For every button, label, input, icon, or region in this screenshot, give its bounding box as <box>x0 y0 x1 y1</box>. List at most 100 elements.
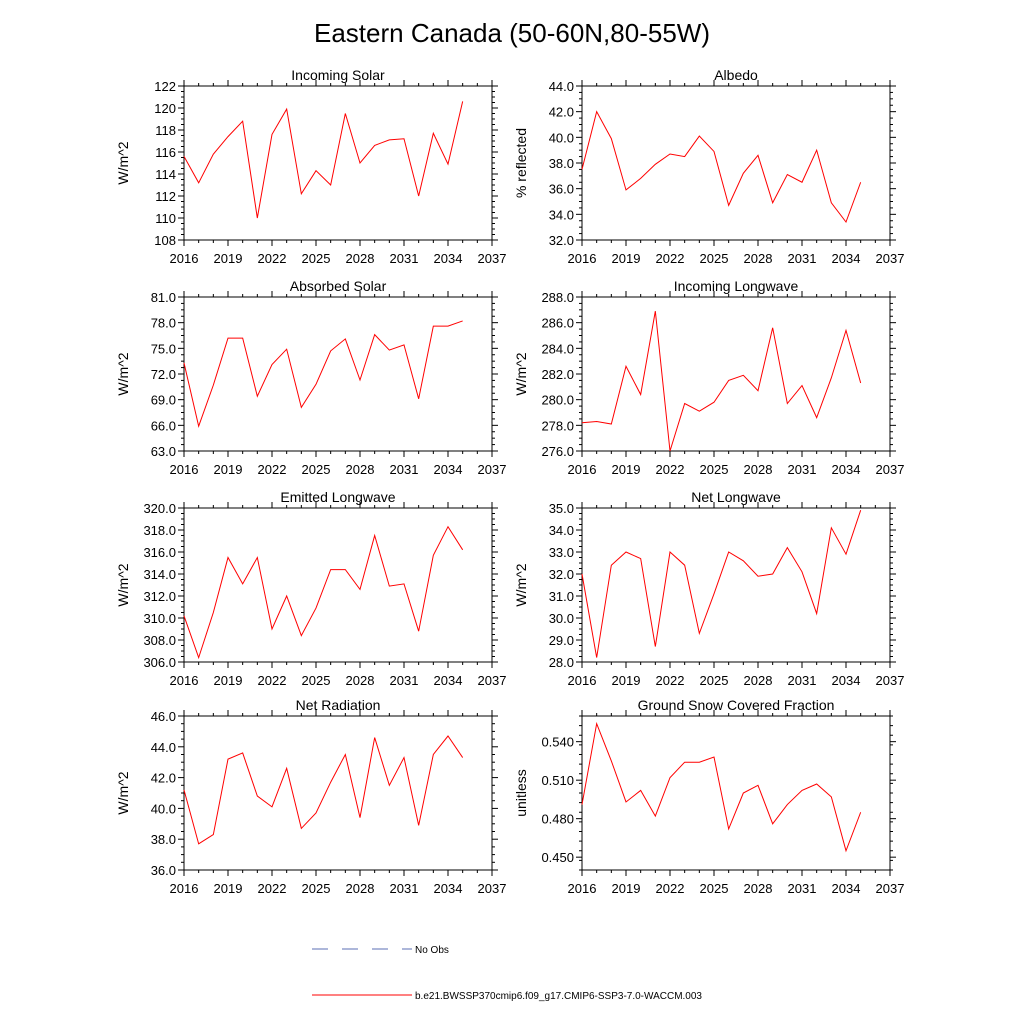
y-tick-label: 44.0 <box>151 740 176 755</box>
y-tick-label: 314.0 <box>143 567 176 582</box>
y-tick-label: 318.0 <box>143 523 176 538</box>
y-tick-label: 72.0 <box>151 367 176 382</box>
x-tick-label: 2022 <box>258 251 287 266</box>
series-line-incoming-solar <box>183 101 464 219</box>
y-tick-label: 40.0 <box>151 801 176 816</box>
y-tick-label: 66.0 <box>151 418 176 433</box>
x-tick-label: 2034 <box>832 881 861 896</box>
panel-title: Absorbed Solar <box>290 278 387 294</box>
y-tick-label: 110 <box>155 211 176 226</box>
series-line-absorbed-solar <box>183 320 463 428</box>
y-tick-label: 114 <box>155 167 176 182</box>
y-tick-label: 286.0 <box>541 316 574 331</box>
x-tick-label: 2034 <box>434 251 463 266</box>
plot-frame <box>581 507 891 663</box>
panel-title: Incoming Solar <box>291 67 385 83</box>
x-tick-label: 2019 <box>214 881 243 896</box>
x-tick-label: 2028 <box>346 251 375 266</box>
figure-title: Eastern Canada (50-60N,80-55W) <box>314 18 710 48</box>
x-tick-label: 2031 <box>788 881 817 896</box>
x-tick-label: 2037 <box>478 881 507 896</box>
x-tick-label: 2025 <box>302 673 331 688</box>
x-tick-label: 2019 <box>612 881 641 896</box>
y-tick-label: 284.0 <box>541 341 574 356</box>
y-tick-label: 120 <box>154 101 176 116</box>
y-tick-label: 306.0 <box>143 655 176 670</box>
y-tick-label: 35.0 <box>549 501 574 516</box>
series-line-net-longwave <box>581 510 862 658</box>
panel-title: Incoming Longwave <box>674 278 799 294</box>
x-tick-label: 2019 <box>612 251 641 266</box>
y-tick-label: 32.0 <box>549 567 574 582</box>
x-tick-label: 2028 <box>744 462 773 477</box>
plot-frame <box>183 85 493 241</box>
x-tick-label: 2031 <box>788 673 817 688</box>
y-tick-label: 38.0 <box>549 156 574 171</box>
series-line-albedo <box>581 110 862 224</box>
series-line-ground-snow-covered-fraction <box>581 721 862 853</box>
y-tick-label: 34.0 <box>549 207 574 222</box>
x-tick-label: 2034 <box>434 881 463 896</box>
y-tick-label: 320.0 <box>143 501 176 516</box>
x-tick-label: 2028 <box>744 673 773 688</box>
y-axis-label: W/m^2 <box>513 352 529 395</box>
panel-title: Albedo <box>714 67 758 83</box>
panel-emitted-longwave: Emitted Longwave W/m^2 2016 2019 2022 2025 202… <box>115 489 506 688</box>
y-axis-label: % reflected <box>513 128 529 198</box>
x-tick-label: 2016 <box>170 251 199 266</box>
legend-no-obs-label: No Obs <box>415 945 449 956</box>
x-tick-label: 2031 <box>390 462 419 477</box>
x-tick-label: 2037 <box>876 251 905 266</box>
y-axis-label: W/m^2 <box>115 141 131 184</box>
x-tick-label: 2028 <box>744 881 773 896</box>
y-tick-label: 312.0 <box>143 589 176 604</box>
panel-title: Net Longwave <box>691 489 781 505</box>
x-tick-label: 2019 <box>214 673 243 688</box>
x-tick-label: 2025 <box>302 881 331 896</box>
x-tick-label: 2037 <box>876 881 905 896</box>
y-tick-label: 310.0 <box>143 611 176 626</box>
y-tick-label: 278.0 <box>541 418 574 433</box>
legend: No Obs b.e21.BWSSP370cmip6.f09_g17.CMIP6… <box>312 945 702 1002</box>
x-tick-label: 2031 <box>788 251 817 266</box>
y-tick-label: 38.0 <box>151 832 176 847</box>
panel-title: Net Radiation <box>296 697 381 713</box>
panel-net-longwave: Net Longwave W/m^2 2016 2019 2022 2025 2028 203… <box>513 489 904 688</box>
x-tick-label: 2019 <box>214 251 243 266</box>
y-tick-label: 31.0 <box>549 589 574 604</box>
plot-frame <box>581 296 891 452</box>
y-tick-label: 36.0 <box>151 863 176 878</box>
x-tick-label: 2019 <box>214 462 243 477</box>
y-axis-label: W/m^2 <box>115 771 131 814</box>
panel-title: Ground Snow Covered Fraction <box>638 697 835 713</box>
x-tick-label: 2022 <box>656 673 685 688</box>
x-tick-label: 2016 <box>568 673 597 688</box>
y-tick-label: 40.0 <box>549 130 574 145</box>
y-tick-label: 44.0 <box>549 79 574 94</box>
x-tick-label: 2019 <box>612 462 641 477</box>
x-tick-label: 2016 <box>170 881 199 896</box>
y-tick-label: 112 <box>155 189 176 204</box>
y-axis-label: W/m^2 <box>115 563 131 606</box>
y-tick-label: 36.0 <box>549 182 574 197</box>
x-tick-label: 2016 <box>170 462 199 477</box>
y-tick-label: 33.0 <box>549 545 574 560</box>
x-tick-label: 2034 <box>434 673 463 688</box>
x-tick-label: 2022 <box>656 251 685 266</box>
x-tick-label: 2037 <box>876 462 905 477</box>
y-tick-label: 69.0 <box>151 393 176 408</box>
y-tick-label: 116 <box>155 145 176 160</box>
x-tick-label: 2028 <box>346 881 375 896</box>
x-tick-label: 2022 <box>258 881 287 896</box>
x-tick-label: 2025 <box>302 462 331 477</box>
y-tick-label: 42.0 <box>549 105 574 120</box>
y-tick-label: 280.0 <box>541 393 574 408</box>
y-tick-label: 75.0 <box>151 341 176 356</box>
panel-incoming-solar: Incoming Solar W/m^2 2016 2019 2022 2025 2028 2… <box>115 67 506 266</box>
series-line-incoming-longwave <box>581 311 862 452</box>
y-tick-label: 42.0 <box>151 771 176 786</box>
y-tick-label: 78.0 <box>151 316 176 331</box>
x-tick-label: 2022 <box>258 673 287 688</box>
y-tick-label: 316.0 <box>143 545 176 560</box>
